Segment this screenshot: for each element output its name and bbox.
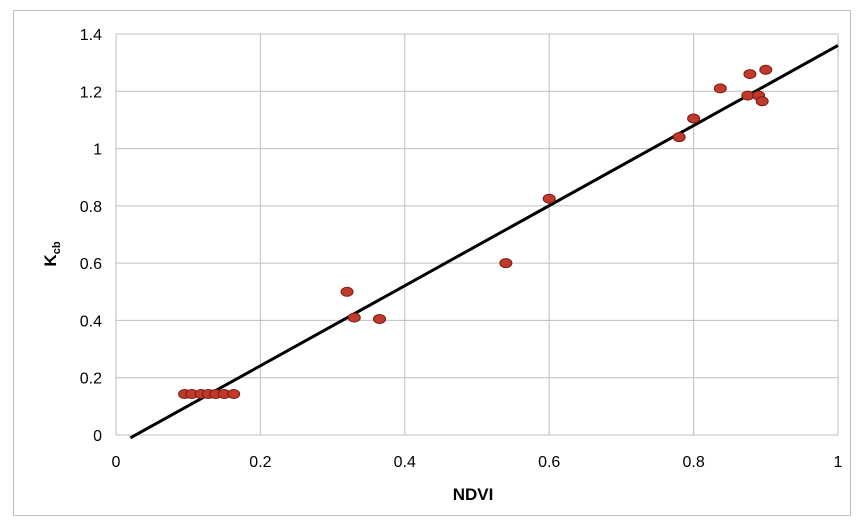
data-point	[347, 312, 361, 323]
y-tick-label: 1	[93, 142, 102, 159]
data-point	[672, 132, 686, 143]
data-point	[542, 193, 556, 204]
y-tick-label: 0.8	[80, 199, 102, 216]
points-group	[178, 64, 773, 400]
y-tick-label: 1.2	[80, 84, 102, 101]
fit-line-group	[129, 44, 839, 440]
svg-text:Kcb: Kcb	[41, 241, 63, 266]
x-tick-label: 0	[112, 454, 121, 471]
data-point	[741, 90, 755, 101]
data-point	[755, 96, 769, 107]
y-tick-label: 0	[93, 428, 102, 445]
data-point	[499, 258, 513, 269]
x-tick-labels: 0 0.2 0.4 0.6 0.8 1	[112, 454, 843, 471]
y-axis-title-sub: cb	[51, 241, 63, 254]
y-tick-label: 1.4	[80, 27, 102, 44]
x-tick-label: 0.2	[249, 454, 271, 471]
data-point	[743, 69, 757, 80]
x-tick-label: 0.6	[538, 454, 560, 471]
x-axis-title: NDVI	[453, 485, 494, 504]
x-tick-label: 1	[834, 454, 843, 471]
y-tick-label: 0.4	[80, 313, 102, 330]
y-axis-title-main: K	[41, 254, 60, 267]
data-point	[373, 313, 387, 324]
data-point	[713, 83, 727, 94]
y-axis-title: Kcb	[41, 241, 63, 266]
data-point	[227, 389, 241, 400]
grid	[115, 33, 839, 436]
x-tick-label: 0.8	[682, 454, 704, 471]
data-point	[687, 113, 701, 124]
y-tick-label: 0.2	[80, 371, 102, 388]
x-tick-label: 0.4	[394, 454, 416, 471]
data-point	[340, 286, 354, 297]
y-tick-label: 0.6	[80, 256, 102, 273]
data-point	[759, 64, 773, 75]
fit-line	[129, 44, 839, 440]
y-tick-labels: 0 0.2 0.4 0.6 0.8 1 1.2 1.4	[80, 27, 102, 445]
